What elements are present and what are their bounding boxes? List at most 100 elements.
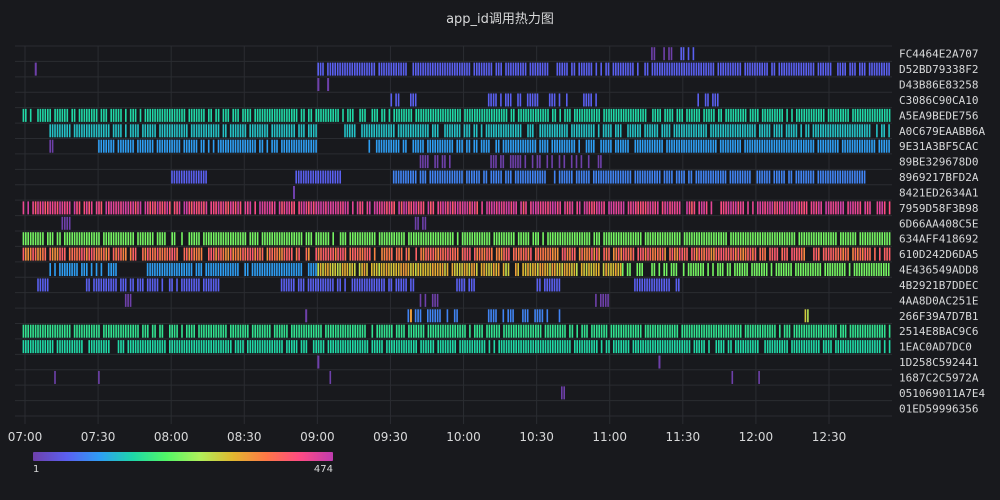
heatmap-cell bbox=[405, 340, 408, 354]
heatmap-cell bbox=[490, 263, 493, 277]
heatmap-cell bbox=[852, 324, 854, 338]
heatmap-cell bbox=[315, 170, 317, 184]
heatmap-cell bbox=[419, 293, 422, 307]
heatmap-cell bbox=[409, 309, 412, 323]
heatmap-cell bbox=[525, 201, 527, 215]
heatmap-cell bbox=[676, 340, 679, 354]
heatmap-cell bbox=[649, 201, 652, 215]
heatmap-cell bbox=[339, 340, 342, 354]
heatmap-cell bbox=[247, 108, 249, 122]
heatmap-cell bbox=[564, 247, 566, 261]
heatmap-cell bbox=[408, 247, 410, 261]
heatmap-cell bbox=[475, 170, 478, 184]
heatmap-cell bbox=[732, 108, 735, 122]
heatmap-cell bbox=[283, 201, 286, 215]
heatmap-cell bbox=[754, 108, 757, 122]
heatmap-cell bbox=[807, 62, 810, 76]
heatmap-cell bbox=[373, 124, 375, 138]
heatmap-cell bbox=[548, 93, 551, 107]
heatmap-cell bbox=[298, 247, 300, 261]
heatmap-cell bbox=[71, 232, 73, 246]
heatmap-cell bbox=[625, 108, 627, 122]
heatmap-cell bbox=[305, 170, 307, 184]
heatmap-cell bbox=[588, 263, 590, 277]
heatmap-cell bbox=[90, 340, 93, 354]
heatmap-cell bbox=[439, 340, 442, 354]
heatmap-cell bbox=[602, 139, 605, 153]
heatmap-cell bbox=[461, 247, 464, 261]
heatmap-cell bbox=[459, 324, 461, 338]
heatmap-cell bbox=[879, 324, 881, 338]
heatmap-cell bbox=[485, 170, 488, 184]
heatmap-cell bbox=[444, 340, 447, 354]
heatmap-cell bbox=[883, 139, 885, 153]
heatmap-cell bbox=[144, 201, 147, 215]
heatmap-cell bbox=[705, 170, 707, 184]
heatmap-cell bbox=[737, 62, 739, 76]
heatmap-cell bbox=[125, 124, 127, 138]
heatmap-cell bbox=[700, 62, 702, 76]
heatmap-cell bbox=[332, 247, 334, 261]
heatmap-cell bbox=[818, 324, 820, 338]
heatmap-cell bbox=[415, 247, 417, 261]
heatmap-cell bbox=[195, 201, 198, 215]
heatmap-cell bbox=[737, 247, 740, 261]
heatmap-cell bbox=[108, 201, 110, 215]
heatmap-cell bbox=[283, 247, 286, 261]
heatmap-cell bbox=[532, 139, 534, 153]
heatmap-cell bbox=[573, 263, 576, 277]
heatmap-cell bbox=[244, 201, 247, 215]
heatmap-cell bbox=[561, 139, 563, 153]
heatmap-cell bbox=[407, 170, 410, 184]
heatmap-cell bbox=[305, 139, 308, 153]
heatmap-cell bbox=[98, 278, 100, 292]
heatmap-cell bbox=[410, 108, 413, 122]
heatmap-cell bbox=[873, 263, 875, 277]
heatmap-cell bbox=[812, 263, 814, 277]
heatmap-cell bbox=[720, 62, 722, 76]
heatmap-cell bbox=[793, 62, 795, 76]
heatmap-cell bbox=[434, 170, 436, 184]
heatmap-cell bbox=[769, 340, 771, 354]
heatmap-cell bbox=[414, 124, 417, 138]
heatmap-cell bbox=[56, 108, 59, 122]
heatmap-cell bbox=[520, 201, 522, 215]
heatmap-cell bbox=[591, 340, 593, 354]
heatmap-cell bbox=[531, 155, 534, 169]
heatmap-cell bbox=[408, 232, 410, 246]
heatmap-cell bbox=[268, 263, 271, 277]
heatmap-cell bbox=[698, 232, 700, 246]
heatmap-cell bbox=[471, 340, 474, 354]
heatmap-cell bbox=[49, 263, 51, 277]
heatmap-cell bbox=[468, 278, 470, 292]
heatmap-cell bbox=[700, 324, 703, 338]
heatmap-cell bbox=[878, 263, 880, 277]
heatmap-cell bbox=[539, 155, 541, 169]
heatmap-cell bbox=[812, 62, 815, 76]
heatmap-cell bbox=[752, 247, 754, 261]
heatmap-cell bbox=[630, 232, 632, 246]
heatmap-cell bbox=[840, 232, 842, 246]
heatmap-cell bbox=[691, 247, 693, 261]
heatmap-cell bbox=[537, 324, 539, 338]
heatmap-cell bbox=[232, 201, 234, 215]
heatmap-cell bbox=[710, 324, 713, 338]
heatmap-cell bbox=[88, 201, 90, 215]
heatmap-cell bbox=[470, 278, 473, 292]
heatmap-cell bbox=[364, 247, 366, 261]
heatmap-cell bbox=[678, 232, 681, 246]
heatmap-cell bbox=[781, 201, 783, 215]
heatmap-cell bbox=[505, 170, 507, 184]
heatmap-cell bbox=[561, 232, 564, 246]
heatmap-cell bbox=[127, 324, 130, 338]
heatmap-cell bbox=[100, 108, 103, 122]
heatmap-cell bbox=[181, 263, 183, 277]
heatmap-cell bbox=[730, 232, 732, 246]
heatmap-cell bbox=[112, 278, 115, 292]
heatmap-cell bbox=[693, 108, 696, 122]
heatmap-cell bbox=[39, 247, 42, 261]
heatmap-cell bbox=[239, 340, 242, 354]
heatmap-cell bbox=[232, 263, 234, 277]
heatmap-cell bbox=[429, 139, 432, 153]
heatmap-cell bbox=[176, 170, 178, 184]
